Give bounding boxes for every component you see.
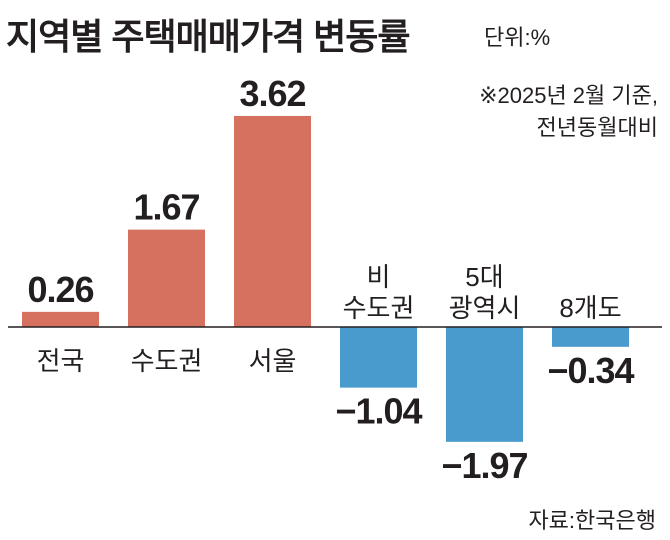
source-label: 자료:한국은행 bbox=[528, 508, 656, 533]
category-label: 8개도 bbox=[559, 293, 621, 323]
unit-label: 단위:% bbox=[484, 25, 551, 50]
value-label: 1.67 bbox=[133, 187, 199, 228]
footnote-line-1: ※2025년 2월 기준, bbox=[479, 83, 658, 108]
category-label: 비 bbox=[367, 262, 391, 292]
footnote: ※2025년 2월 기준, 전년동월대비 bbox=[479, 80, 658, 144]
value-label: 3.62 bbox=[239, 73, 305, 114]
bar bbox=[22, 311, 99, 327]
value-label: 0.26 bbox=[27, 269, 93, 310]
value-label: −1.04 bbox=[335, 391, 422, 432]
bar bbox=[446, 327, 523, 442]
bar bbox=[128, 229, 205, 327]
bar bbox=[340, 327, 417, 388]
value-label: −1.97 bbox=[441, 445, 527, 486]
category-label: 5대 bbox=[465, 262, 503, 292]
category-label: 수도권 bbox=[131, 346, 203, 376]
category-label: 수도권 bbox=[343, 293, 415, 323]
bar bbox=[234, 115, 311, 327]
chart-title: 지역별 주택매매가격 변동률 bbox=[6, 16, 410, 57]
value-label: −0.34 bbox=[547, 350, 634, 391]
category-label: 광역시 bbox=[449, 293, 521, 323]
category-label: 전국 bbox=[37, 346, 85, 376]
bar bbox=[552, 327, 629, 347]
category-label: 서울 bbox=[249, 346, 297, 376]
footnote-line-2: 전년동월대비 bbox=[536, 115, 658, 140]
